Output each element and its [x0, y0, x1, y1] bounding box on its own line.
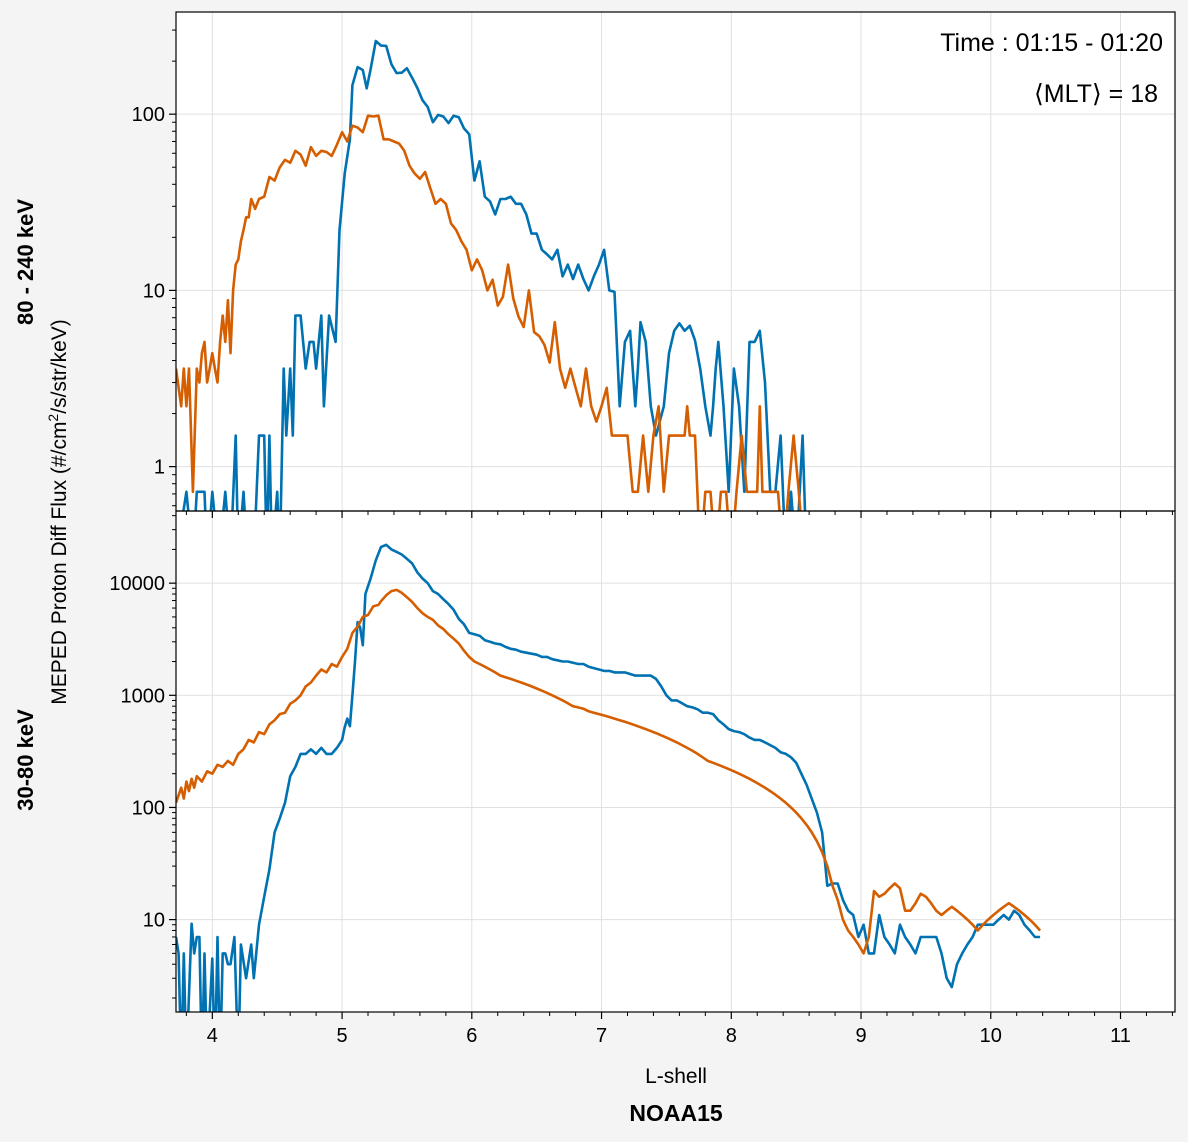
x-tick-label: 11 [1110, 1025, 1131, 1047]
y-tick-label: 100 [132, 797, 165, 819]
y-tick-label: 1 [154, 457, 165, 479]
x-tick-label: 10 [980, 1025, 1002, 1047]
y-axis-label: MEPED Proton Diff Flux (#/cm2/s/str/keV) [45, 319, 71, 705]
y-axis-label-superscript: 2 [45, 414, 61, 422]
x-tick-label: 6 [466, 1025, 477, 1047]
y-axis-label-tail: /s/str/keV) [48, 319, 71, 414]
x-tick-label: 9 [855, 1025, 866, 1047]
bottom-panel-label: 30-80 keV [13, 709, 38, 811]
bottom-panel-ticks: 4 5 6 7 8 9 10 11 10 100 1000 10000 [109, 515, 1173, 1047]
y-tick-label: 100 [132, 104, 165, 126]
bottom-panel-series [176, 543, 1042, 1012]
x-tick-label: 7 [596, 1025, 607, 1047]
y-tick-label: 1000 [121, 685, 166, 707]
y-tick-label: 10 [143, 910, 165, 932]
x-tick-label: 4 [207, 1025, 218, 1047]
series-line-2 [176, 588, 1042, 955]
time-annotation: Time : 01:15 - 01:20 [940, 29, 1163, 57]
top-panel-ticks: 1 10 100 [132, 29, 1173, 518]
y-tick-label: 10 [143, 280, 165, 302]
series-line-1 [182, 39, 807, 511]
bottom-panel-frame [175, 510, 1176, 1013]
top-panel-series [176, 39, 807, 511]
mlt-annotation: ⟨MLT⟩ = 18 [1034, 80, 1158, 108]
bottom-panel-background [176, 511, 1175, 1012]
y-tick-label: 10000 [109, 573, 165, 595]
series-line-2 [176, 114, 802, 511]
series-line-1 [176, 543, 1041, 1012]
figure-title: NOAA15 [629, 1100, 723, 1126]
x-axis-label: L-shell [645, 1065, 707, 1088]
top-panel-grid [176, 12, 1175, 511]
x-tick-label: 5 [337, 1025, 348, 1047]
y-axis-label-main: MEPED Proton Diff Flux (#/cm [48, 422, 71, 705]
x-tick-label: 8 [726, 1025, 737, 1047]
top-panel-label: 80 - 240 keV [13, 199, 38, 325]
